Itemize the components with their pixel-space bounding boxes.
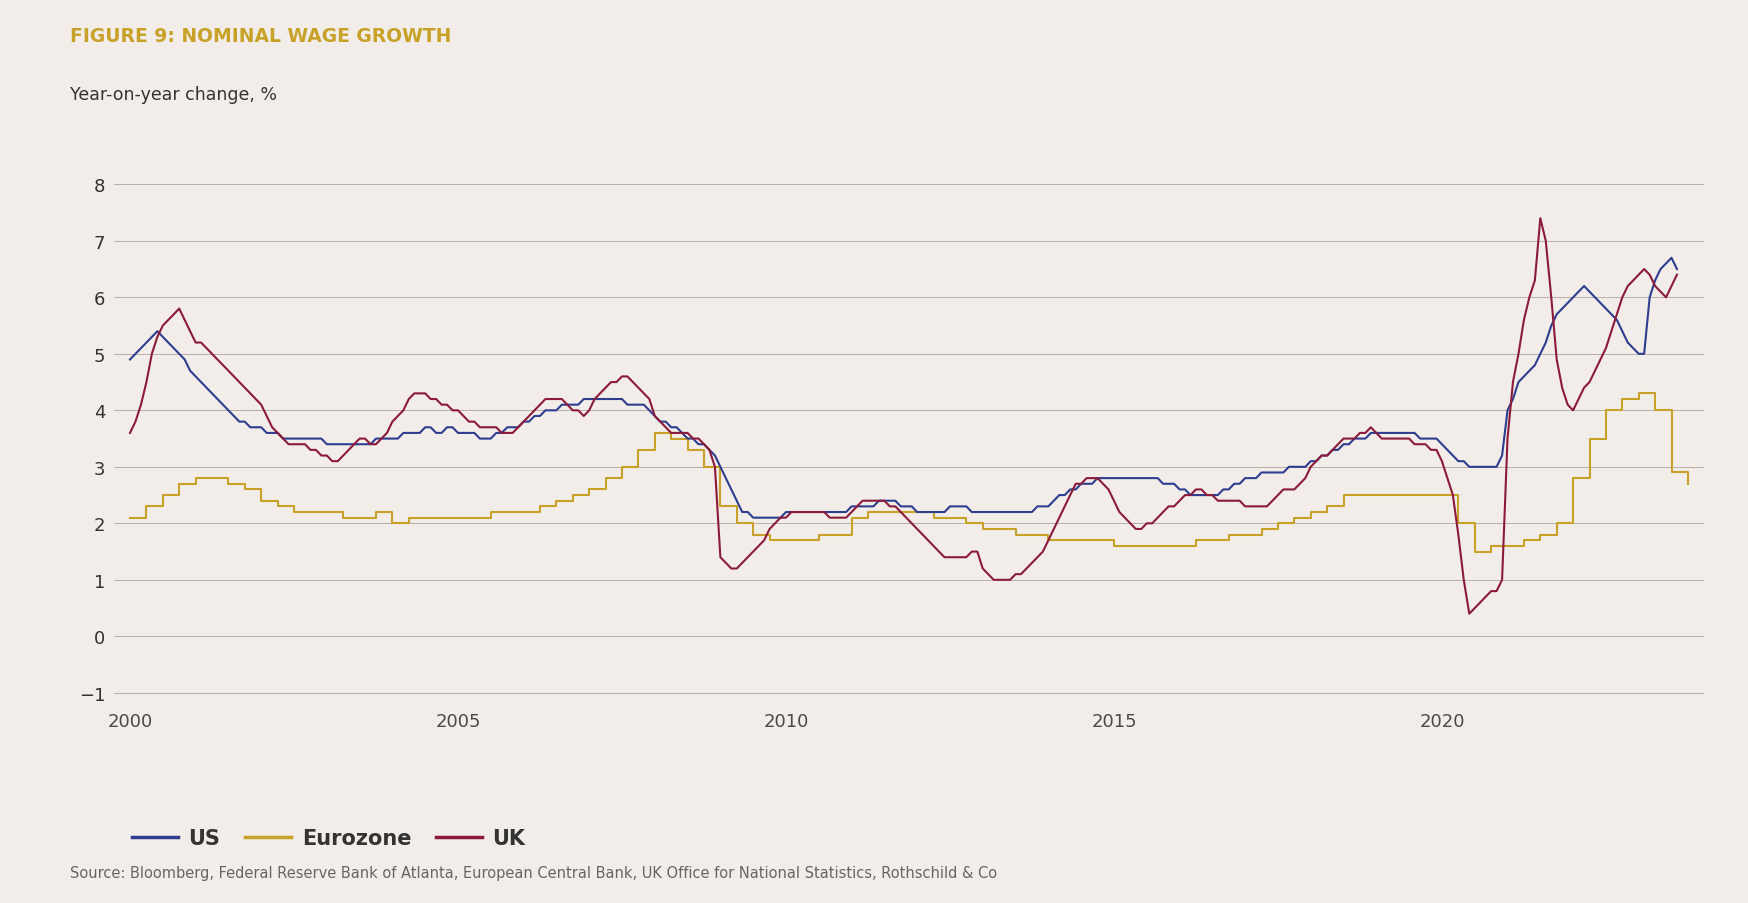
Eurozone [1678,479,1699,489]
US [1661,253,1682,264]
UK [956,553,977,563]
Eurozone [907,507,928,518]
Text: Year-on-year change, %: Year-on-year change, % [70,86,276,104]
UK [1159,501,1180,512]
US [743,513,764,524]
Eurozone [332,513,353,524]
Eurozone [119,513,140,524]
UK [1393,433,1414,444]
UK [409,388,430,399]
UK [119,428,140,439]
US [1666,265,1687,275]
Line: Eurozone: Eurozone [129,394,1689,552]
US [907,507,928,518]
US [1398,428,1419,439]
UK [213,360,234,371]
Eurozone [1465,546,1486,557]
US [213,400,234,411]
US [409,428,430,439]
Line: US: US [129,258,1676,518]
Eurozone [1627,388,1648,399]
UK [1666,270,1687,281]
UK [1460,609,1481,619]
Eurozone [1563,473,1584,484]
Legend: US, Eurozone, UK: US, Eurozone, UK [124,820,533,856]
Line: UK: UK [129,219,1676,614]
UK [1530,214,1550,225]
Eurozone [563,490,584,501]
Text: FIGURE 9: NOMINAL WAGE GROWTH: FIGURE 9: NOMINAL WAGE GROWTH [70,27,451,46]
US [119,355,140,366]
UK [902,518,923,529]
Eurozone [956,518,977,529]
US [961,507,982,518]
Eurozone [792,535,813,546]
US [1164,479,1185,489]
Text: Source: Bloomberg, Federal Reserve Bank of Atlanta, European Central Bank, UK Of: Source: Bloomberg, Federal Reserve Bank … [70,865,996,880]
